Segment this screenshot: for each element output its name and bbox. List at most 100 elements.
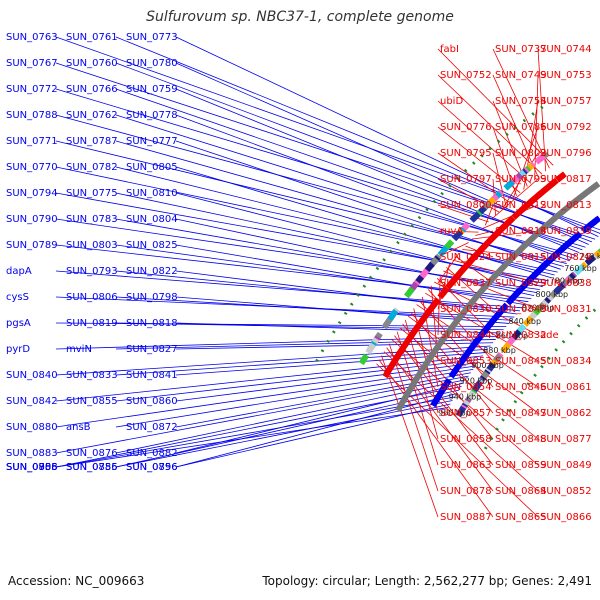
- minus-gene-label: SUN_0829: [495, 278, 547, 289]
- plus-gene-label: SUN_0763: [6, 32, 58, 43]
- kbp-tick-label: 800 kbp: [536, 290, 569, 299]
- minus-leader-line: [512, 126, 539, 200]
- inner-block: [552, 284, 564, 296]
- plus-leader-line: [55, 396, 455, 468]
- minus-gene-label: SUN_0845: [495, 356, 547, 367]
- plus-leader-line: [55, 365, 476, 428]
- plus-leader-line: [115, 270, 520, 312]
- plus-gene-label: mviN: [66, 344, 92, 355]
- minus-gene-label: SUN_0846: [495, 382, 547, 393]
- plus-leader-line: [55, 36, 600, 231]
- minus-leader-line: [399, 327, 539, 440]
- minus-leader-line: [492, 48, 550, 169]
- plus-feature: [505, 295, 516, 306]
- outer-block: [451, 229, 464, 242]
- minus-gene-label: SUN_0795: [440, 148, 492, 159]
- plus-gene-label: SUN_0880: [6, 422, 58, 433]
- inner-block: [455, 405, 467, 418]
- plus-gene-label: SUN_0819: [66, 318, 118, 329]
- topology-info: Topology: circular; Length: 2,562,277 bp…: [262, 574, 592, 588]
- kbp-tick-label: 940 kbp: [449, 392, 482, 401]
- outer-block: [381, 317, 393, 330]
- plus-gene-label: pyrD: [6, 344, 30, 355]
- plus-leader-line: [55, 375, 469, 454]
- plus-gene-label: SUN_0810: [126, 188, 178, 199]
- minus-gene-label: SUN_0834: [540, 356, 592, 367]
- minus-feature: [555, 172, 566, 183]
- minus-gene-label: SUN_0753: [540, 70, 592, 81]
- inner-block: [510, 329, 522, 341]
- inner-block: [471, 381, 483, 393]
- kbp-tick-label: 760 kbp: [564, 264, 597, 273]
- plus-gene-label: SUN_0789: [6, 240, 58, 251]
- minus-leader-line: [537, 48, 547, 172]
- plus-gene-label: SUN_0787: [66, 136, 118, 147]
- minus-gene-label: ade: [540, 330, 559, 341]
- minus-gene-label: fabI: [440, 44, 459, 55]
- plus-gene-label: SUN_0780: [126, 58, 178, 69]
- plus-gene-label: SUN_0804: [126, 214, 178, 225]
- minus-leader-line: [407, 315, 539, 414]
- plus-leader-line: [115, 244, 529, 303]
- minus-gene-label: SUN_0814: [495, 226, 547, 237]
- plus-gene-label: dapA: [6, 266, 32, 277]
- plus-gene-label: SUN_0777: [126, 136, 178, 147]
- plus-gene-label: SUN_0794: [6, 188, 58, 199]
- minus-leader-line: [534, 74, 539, 181]
- minus-gene-label: SUN_0847: [495, 408, 547, 419]
- minus-gene-label: SUN_0844: [440, 330, 492, 341]
- minus-gene-label: SUN_0863: [440, 460, 492, 471]
- plus-gene-label: SUN_0822: [126, 266, 178, 277]
- minus-leader-line: [437, 204, 489, 223]
- minus-leader-line: [394, 335, 494, 466]
- plus-gene-label: SUN_0883: [6, 448, 58, 459]
- plus-gene-label: SUN_0842: [6, 396, 58, 407]
- minus-gene-label: SUN_0853: [440, 356, 492, 367]
- plus-gene-label: SUN_0782: [66, 162, 118, 173]
- minus-gene-label: ubiD: [440, 96, 463, 107]
- minus-leader-line: [437, 100, 532, 184]
- plus-gene-label: SUN_0767: [6, 58, 58, 69]
- minus-leader-line: [484, 204, 494, 226]
- plus-leader-line: [55, 407, 449, 468]
- minus-gene-label: SUN_0828: [540, 252, 592, 263]
- plus-gene-label: SUN_0872: [126, 422, 178, 433]
- minus-feature: [511, 209, 522, 220]
- kbp-tick-label: 900 kbp: [471, 361, 504, 370]
- plus-leader-line: [55, 335, 499, 350]
- plus-leader-line: [175, 114, 570, 262]
- plus-gene-label: SUN_0803: [66, 240, 118, 251]
- minus-gene-label: SUN_0848: [495, 434, 547, 445]
- minus-gene-label: SUN_0744: [540, 44, 592, 55]
- minus-gene-label: SUN_0839: [540, 226, 592, 237]
- minus-leader-line: [376, 363, 539, 518]
- minus-leader-line: [381, 355, 439, 518]
- minus-gene-label: SUN_0799: [495, 174, 547, 185]
- minus-gene-label: SUN_0757: [540, 96, 592, 107]
- gene-labels: SUN_0763 SUN_0761 SUN_0773 SUN_0767 SUN_0760…: [6, 32, 592, 523]
- genome-backbone: [395, 181, 600, 413]
- plus-leader-line: [115, 400, 453, 468]
- minus-feature: [382, 368, 392, 379]
- minus-gene-label: SUN_0849: [540, 460, 592, 471]
- plus-gene-label: SUN_0771: [6, 136, 58, 147]
- outer-block: [534, 153, 546, 165]
- kbp-tick-label: 840 kbp: [508, 317, 541, 326]
- plus-leader-line: [55, 345, 491, 376]
- minus-gene-label: SUN_0786: [495, 122, 547, 133]
- minus-gene-label: SUN_0754: [495, 96, 547, 107]
- plus-leader-line: [175, 140, 561, 270]
- minus-gene-label: SUN_0837: [440, 278, 492, 289]
- kbp-tick-label: 920 kbp: [460, 377, 493, 386]
- minus-gene-label: SUN_0832: [495, 330, 547, 341]
- outer-block: [358, 353, 370, 366]
- feature-tracks: [358, 150, 600, 418]
- plus-gene-label: SUN_0841: [126, 370, 178, 381]
- plus-gene-label: SUN_0806: [66, 292, 118, 303]
- plus-leader-line: [55, 62, 596, 240]
- minus-leader-line: [523, 100, 539, 190]
- plus-leader-line: [175, 218, 535, 297]
- plus-leader-line: [175, 244, 526, 306]
- plus-leader-line: [55, 386, 462, 468]
- plus-gene-label: SUN_0790: [6, 214, 58, 225]
